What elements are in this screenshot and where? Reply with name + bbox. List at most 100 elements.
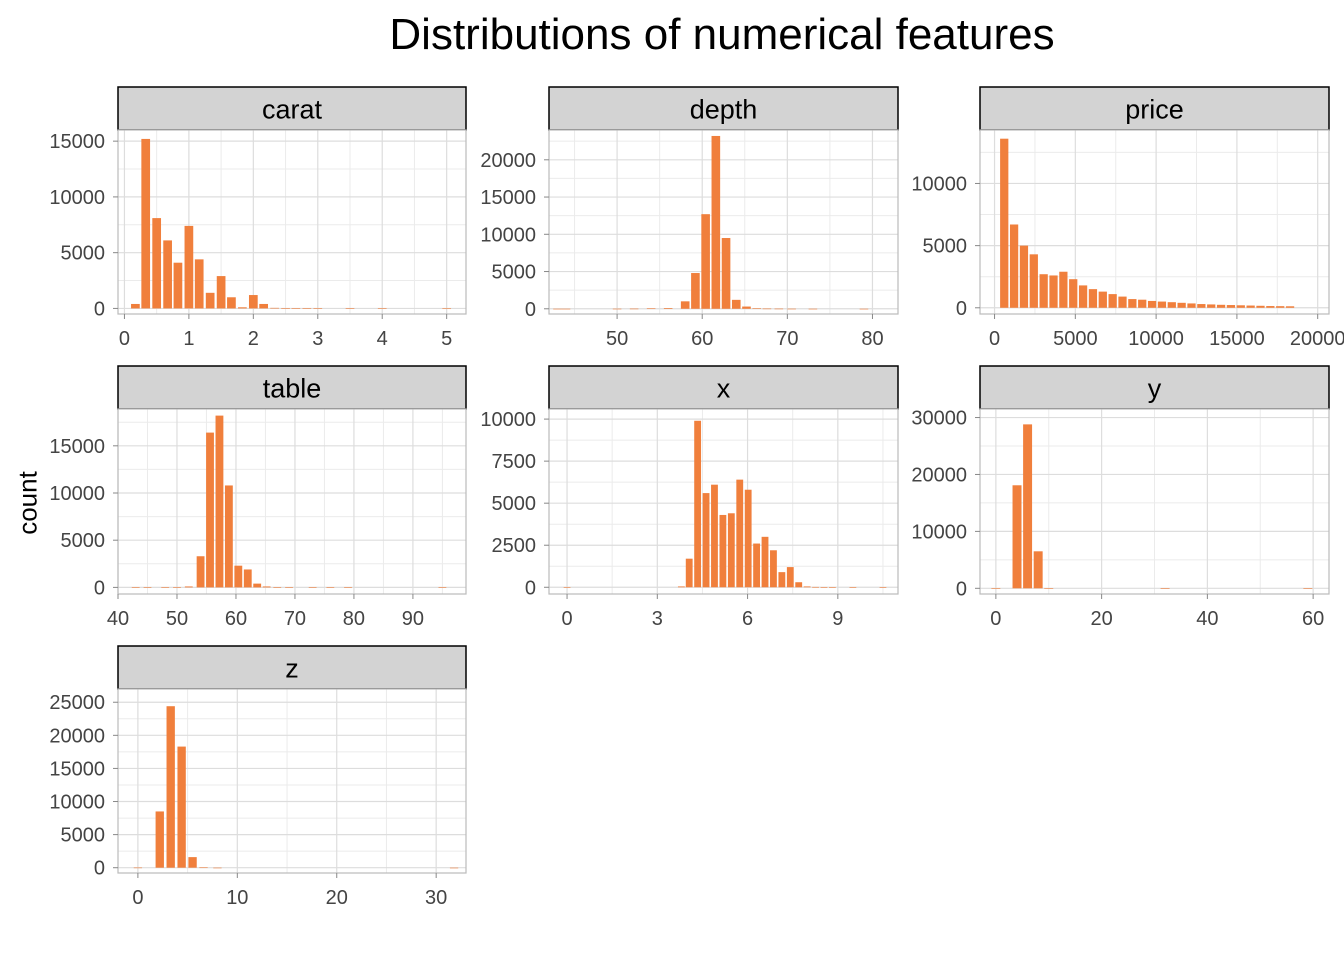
histogram-bar bbox=[281, 308, 290, 309]
histogram-bar bbox=[173, 587, 181, 588]
x-tick-label: 80 bbox=[861, 328, 883, 350]
y-tick-label: 5000 bbox=[492, 262, 537, 284]
histogram-bar bbox=[285, 587, 293, 588]
facet-panel-z: z 0 10 20 30 0 5000 10000 15000 20000 25000 bbox=[49, 645, 467, 909]
histogram-bar bbox=[1098, 291, 1107, 308]
histogram-bar bbox=[761, 536, 769, 588]
histogram-bar bbox=[1128, 299, 1137, 308]
histogram-bar bbox=[184, 225, 194, 309]
histogram-bar bbox=[177, 746, 186, 868]
x-tick-label: 60 bbox=[691, 328, 713, 350]
facet-strip bbox=[979, 86, 1330, 131]
histogram-bar bbox=[719, 514, 727, 588]
x-tick-label: 0 bbox=[132, 887, 143, 909]
histogram-bar bbox=[1303, 588, 1313, 589]
histogram-bar bbox=[259, 303, 268, 309]
histogram-bar bbox=[663, 308, 673, 309]
y-tick-label: 10000 bbox=[911, 521, 967, 543]
histogram-bar bbox=[1069, 279, 1078, 308]
histogram-bar bbox=[680, 301, 690, 309]
histogram-bar bbox=[1044, 588, 1054, 589]
x-tick-label: 50 bbox=[606, 328, 628, 350]
histogram-bar bbox=[1256, 305, 1265, 308]
histogram-bar bbox=[248, 295, 258, 309]
histogram-bar bbox=[561, 308, 571, 310]
histogram-bar bbox=[774, 308, 784, 310]
histogram-bar bbox=[1039, 274, 1048, 308]
y-tick-label: 0 bbox=[956, 578, 967, 600]
x-tick-label: 9 bbox=[832, 608, 843, 630]
x-tick-label: 3 bbox=[652, 608, 663, 630]
histogram-bar bbox=[166, 706, 175, 868]
histogram-bar bbox=[205, 292, 215, 309]
histogram-bar bbox=[646, 308, 656, 310]
panel-background bbox=[118, 689, 466, 873]
histogram-bar bbox=[143, 587, 152, 588]
x-tick-label: 2 bbox=[248, 328, 259, 350]
histogram-bar bbox=[727, 513, 735, 588]
x-tick-label: 30 bbox=[425, 887, 447, 909]
histogram-bar bbox=[163, 240, 172, 309]
x-tick-label: 6 bbox=[742, 608, 753, 630]
y-tick-label: 0 bbox=[94, 577, 105, 599]
x-tick-label: 5000 bbox=[1053, 328, 1098, 350]
histogram-bar bbox=[1246, 305, 1255, 308]
panel-background bbox=[980, 130, 1329, 314]
histogram-bar bbox=[849, 587, 857, 588]
histogram-bar bbox=[721, 238, 731, 309]
histogram-bar bbox=[786, 567, 794, 588]
histogram-bar bbox=[787, 308, 796, 310]
facet-strip bbox=[548, 365, 899, 410]
histogram-bar bbox=[691, 273, 700, 309]
histogram-bar bbox=[243, 569, 252, 588]
facet-panel-x: x 0 3 6 9 0 2500 5000 7500 10000 bbox=[480, 365, 899, 630]
histogram-bar bbox=[812, 586, 819, 588]
panel-background bbox=[118, 409, 466, 594]
y-tick-label: 10000 bbox=[911, 173, 967, 195]
histogram-bar bbox=[377, 308, 387, 310]
histogram-bar bbox=[879, 587, 887, 588]
histogram-bar bbox=[131, 303, 140, 309]
histogram-bar bbox=[216, 276, 226, 309]
histogram-bar bbox=[449, 867, 459, 869]
y-tick-label: 5000 bbox=[492, 493, 537, 515]
histogram-bar bbox=[1207, 304, 1216, 308]
histogram-bar bbox=[1049, 275, 1058, 308]
histogram-bar bbox=[752, 308, 762, 309]
histogram-bar bbox=[131, 587, 140, 588]
histogram-bar bbox=[345, 308, 355, 310]
histogram-bar bbox=[829, 587, 836, 588]
histogram-bar bbox=[1009, 224, 1019, 308]
chart-title: Distributions of numerical features bbox=[389, 10, 1055, 59]
facet-strip-label: x bbox=[717, 374, 731, 404]
y-tick-label: 20000 bbox=[480, 150, 536, 172]
y-tick-label: 15000 bbox=[49, 758, 105, 780]
y-tick-label: 20000 bbox=[911, 464, 967, 486]
histogram-bar bbox=[194, 259, 204, 309]
x-tick-label: 15000 bbox=[1209, 328, 1265, 350]
histogram-bar bbox=[991, 588, 1001, 589]
x-tick-label: 70 bbox=[284, 608, 306, 630]
histogram-bar bbox=[1059, 271, 1068, 308]
facet-strip-label: price bbox=[1125, 95, 1184, 125]
histogram-bar bbox=[1236, 305, 1245, 308]
x-tick-label: 4 bbox=[377, 328, 388, 350]
histogram-bar bbox=[326, 587, 335, 588]
y-tick-label: 25000 bbox=[49, 692, 105, 714]
histogram-bar bbox=[770, 550, 777, 588]
x-tick-label: 0 bbox=[119, 328, 130, 350]
histogram-bar bbox=[1078, 285, 1088, 308]
histogram-bar bbox=[711, 484, 718, 588]
histogram-bar bbox=[1033, 551, 1043, 589]
x-tick-label: 80 bbox=[343, 608, 365, 630]
histogram-bar bbox=[308, 587, 317, 588]
histogram-bar bbox=[563, 587, 571, 588]
x-tick-label: 70 bbox=[776, 328, 798, 350]
histogram-bar bbox=[1197, 304, 1206, 308]
y-tick-label: 10000 bbox=[480, 224, 536, 246]
histogram-bar bbox=[744, 489, 752, 588]
histogram-bar bbox=[133, 867, 143, 869]
histogram-bar bbox=[1019, 245, 1029, 308]
histogram-bar bbox=[224, 485, 233, 588]
histogram-bar bbox=[795, 582, 803, 588]
